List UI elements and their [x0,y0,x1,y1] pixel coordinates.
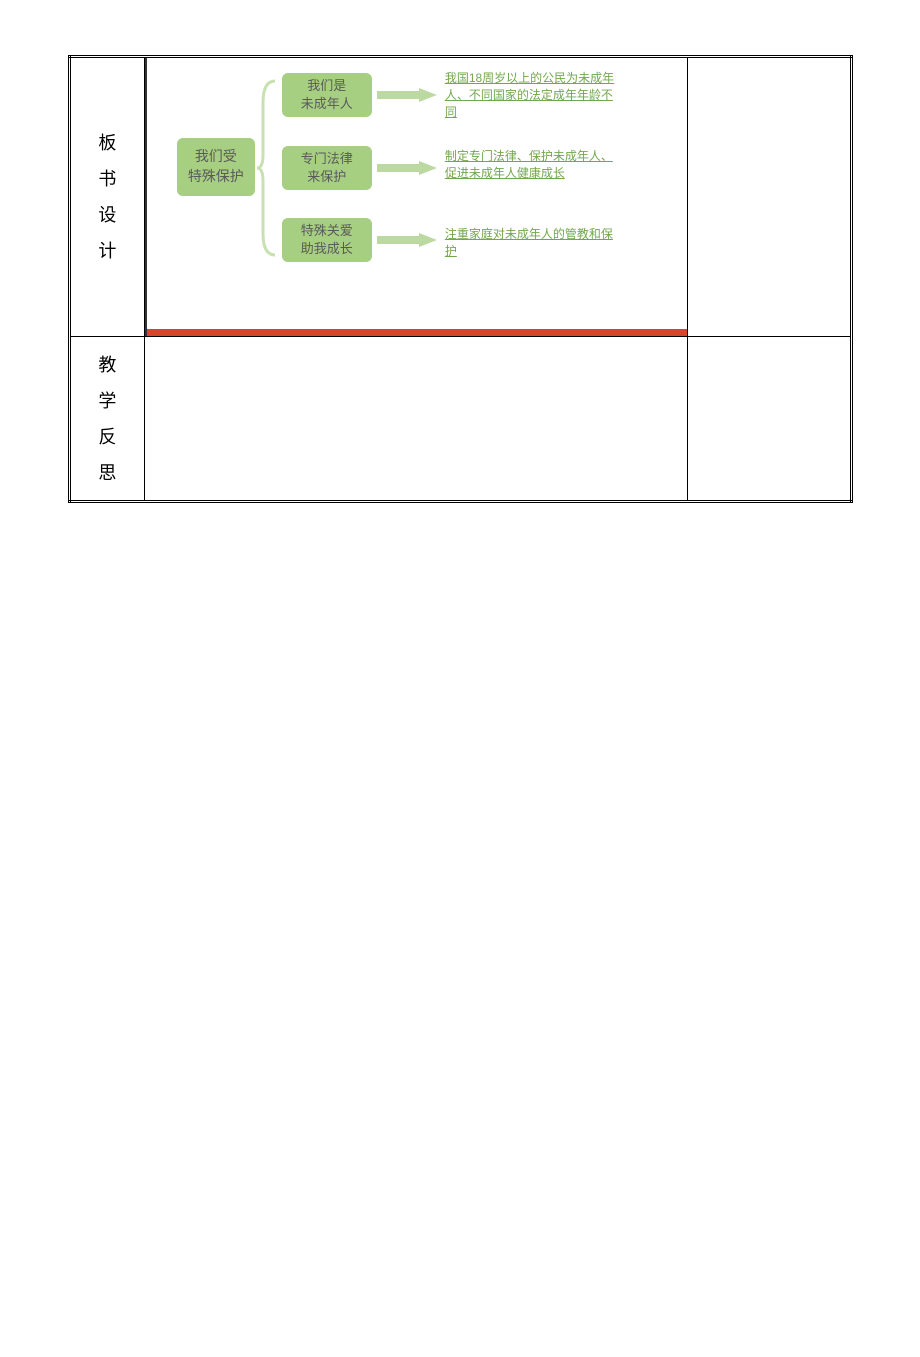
arrow-1 [377,88,437,102]
diagram-cell: 我们受 特殊保护 我们是 未成年人 [144,57,687,337]
leaf-text-1: 我国18周岁以上的公民为未成年人、不同国家的法定成年年龄不同 [445,70,615,120]
orange-bar [147,329,687,336]
diagram: 我们受 特殊保护 我们是 未成年人 [145,58,687,336]
arrow-3 [377,233,437,247]
leaf-text-2: 制定专门法律、保护未成年人、促进未成年人健康成长 [445,148,615,182]
root-node: 我们受 特殊保护 [177,138,255,196]
mid-node-3: 特殊关爱 助我成长 [282,218,372,262]
lesson-table: 板 书 设 计 我们受 特殊保护 [68,55,853,503]
reflect-content-cell [144,337,687,502]
row-label-reflect: 教 学 反 思 [70,337,145,502]
row-label-design: 板 书 设 计 [70,57,145,337]
leaf-text-3: 注重家庭对未成年人的管教和保护 [445,226,615,260]
extra-cell-1 [687,57,851,337]
mid-node-1: 我们是 未成年人 [282,73,372,117]
mid-node-2: 专门法律 来保护 [282,146,372,190]
extra-cell-2 [687,337,851,502]
arrow-2 [377,161,437,175]
bracket-connector [257,73,277,263]
